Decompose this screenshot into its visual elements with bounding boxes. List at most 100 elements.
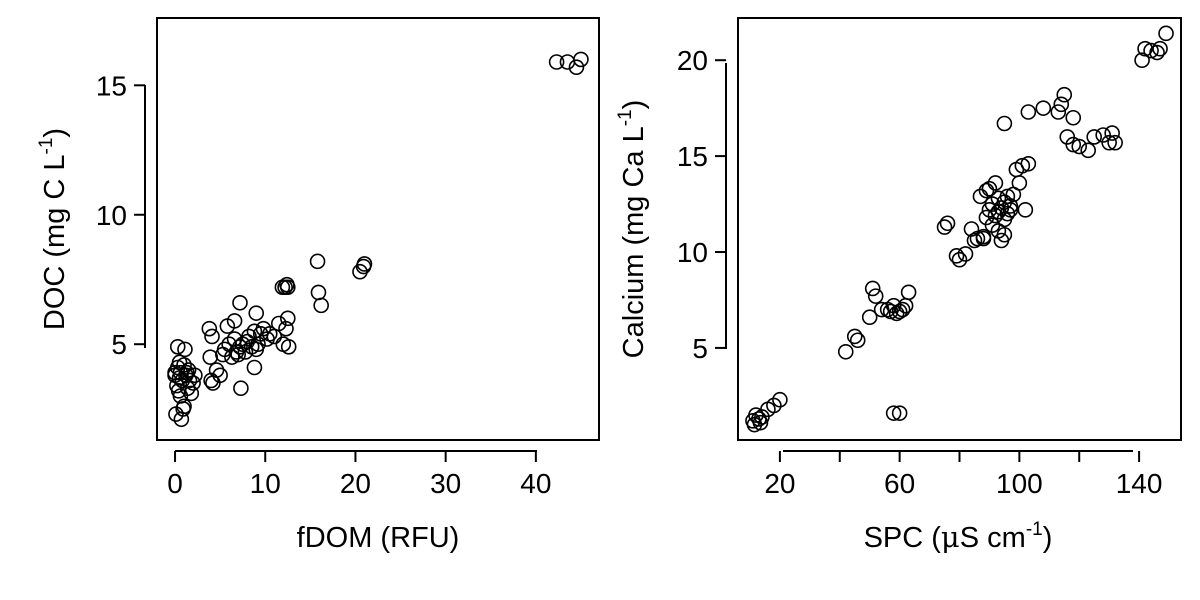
- left-data-point: [233, 380, 249, 397]
- left-data-point: [279, 310, 296, 327]
- left-data-point: [573, 51, 589, 68]
- left-data-point: [178, 364, 195, 381]
- left-data-point: [248, 305, 265, 321]
- left-data-point: [181, 372, 198, 389]
- left-data-point: [548, 54, 565, 70]
- right-data-point: [966, 232, 983, 249]
- right-data-point: [951, 251, 968, 268]
- right-y-tick-label-0: 5: [692, 333, 708, 364]
- right-data-point: [772, 391, 788, 408]
- right-data-point: [891, 405, 908, 421]
- right-data-point: [936, 219, 953, 235]
- left-y-label-tail: ): [39, 128, 71, 138]
- left-x-tick-label-2: 20: [340, 468, 371, 499]
- right-data-point: [1002, 202, 1019, 218]
- left-data-point: [201, 320, 218, 337]
- right-data-point: [1011, 175, 1028, 191]
- left-data-point: [280, 338, 297, 355]
- right-data-point: [1020, 155, 1037, 172]
- right-y-tick-label-1: 10: [677, 237, 708, 268]
- right-y-ticks: 5 10 15 20: [677, 45, 726, 364]
- left-y-ticks: 5 10 15: [96, 70, 145, 360]
- left-x-axis-label: fDOM (RFU): [297, 522, 460, 554]
- right-data-point: [885, 297, 902, 314]
- right-data-point: [1134, 52, 1150, 69]
- right-x-label-superscript: -1: [1026, 519, 1043, 540]
- left-data-point: [177, 341, 193, 358]
- left-data-point: [568, 59, 585, 75]
- left-x-tick-label-1: 10: [250, 468, 281, 499]
- right-x-tick-label-1: 60: [884, 468, 915, 499]
- right-data-point: [978, 182, 995, 199]
- left-data-point: [310, 284, 327, 301]
- right-data-point: [861, 309, 878, 326]
- right-data-point: [837, 343, 854, 360]
- right-x-label-tail: ): [1043, 522, 1053, 554]
- right-y-label-tail: ): [618, 100, 650, 110]
- left-data-point: [175, 401, 191, 417]
- left-data-point: [172, 364, 189, 381]
- left-data-point: [204, 328, 220, 345]
- left-data-point: [169, 338, 186, 355]
- left-data-point: [246, 359, 263, 376]
- left-data-point: [278, 320, 294, 337]
- left-y-tick-label-2: 15: [96, 70, 127, 101]
- left-data-point: [352, 263, 368, 280]
- right-data-point: [1065, 109, 1082, 126]
- right-x-tick-label-0: 20: [764, 468, 795, 499]
- right-data-point: [1104, 125, 1120, 141]
- svg-text:Calcium (mg Ca L-1): Calcium (mg Ca L-1): [615, 100, 650, 359]
- right-y-tick-label-2: 15: [677, 141, 708, 172]
- left-data-points: [167, 51, 589, 428]
- right-y-label-superscript: -1: [615, 109, 636, 126]
- right-y-tick-label-3: 20: [677, 45, 708, 76]
- left-panel: 0 10 20 30 40 5 10 15 fDOM (RFU) DOC (mg C L-1…: [36, 17, 600, 554]
- right-x-tick-label-2: 100: [996, 468, 1043, 499]
- right-data-point: [1017, 202, 1034, 218]
- left-data-point: [309, 253, 326, 270]
- right-data-point: [1050, 104, 1067, 120]
- right-data-point: [969, 230, 986, 247]
- right-data-point: [1056, 86, 1073, 103]
- right-data-point: [948, 248, 965, 264]
- right-data-point: [849, 332, 866, 349]
- right-x-label-main: SPC (: [864, 522, 942, 554]
- left-data-point: [202, 349, 219, 365]
- right-data-point: [1065, 136, 1082, 153]
- right-data-point: [1101, 134, 1117, 151]
- right-data-point: [987, 175, 1004, 191]
- left-y-label-superscript: -1: [36, 138, 57, 155]
- left-data-point: [279, 276, 295, 293]
- left-x-ticks: 0 10 20 30 40: [167, 451, 551, 499]
- right-data-point: [984, 217, 1001, 233]
- right-data-point: [1107, 134, 1123, 151]
- right-x-ticks: 20 60 100 140: [764, 451, 1162, 499]
- left-data-point: [226, 331, 243, 347]
- left-data-point: [313, 297, 329, 314]
- right-data-point: [939, 215, 956, 232]
- right-data-point: [1020, 104, 1037, 120]
- right-data-point: [990, 223, 1007, 239]
- left-y-tick-label-1: 10: [96, 200, 127, 231]
- right-data-point: [975, 228, 992, 245]
- right-data-point: [1152, 40, 1168, 57]
- right-data-point: [981, 180, 998, 197]
- right-x-axis-label: SPC (μS cm-1): [864, 519, 1053, 554]
- right-data-points: [745, 25, 1174, 433]
- right-data-point: [885, 405, 902, 421]
- right-data-point: [894, 301, 911, 318]
- right-x-label-mu: μ: [941, 520, 960, 554]
- right-data-point: [1071, 138, 1088, 155]
- left-data-point: [187, 367, 203, 384]
- left-y-label-main: DOC (mg C L: [39, 154, 71, 330]
- right-data-point: [1086, 129, 1102, 145]
- right-data-point: [1080, 142, 1097, 159]
- right-data-point: [900, 284, 917, 301]
- left-data-point: [356, 256, 373, 272]
- left-data-point: [183, 385, 200, 402]
- right-data-point: [1053, 96, 1070, 113]
- right-x-label-mid: S cm: [960, 522, 1026, 554]
- left-x-tick-label-4: 40: [520, 468, 551, 499]
- left-x-tick-label-3: 30: [430, 468, 461, 499]
